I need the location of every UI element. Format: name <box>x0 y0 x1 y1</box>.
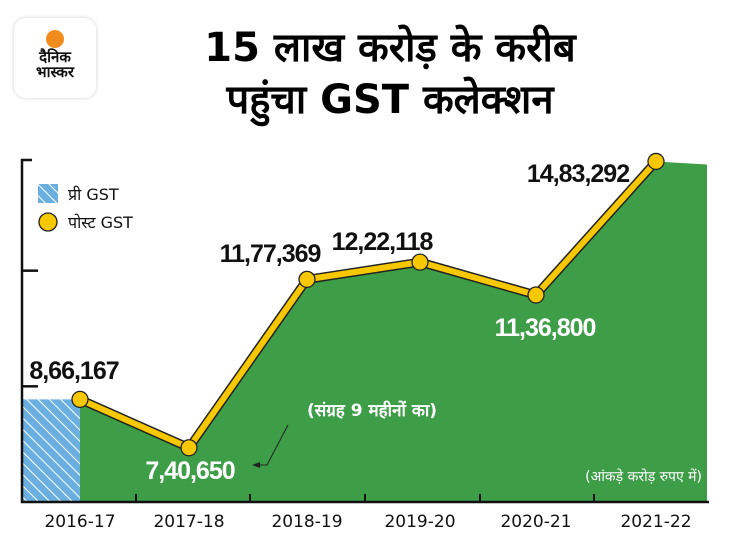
x-tick-label-2019-20: 2019-20 <box>384 512 455 532</box>
series-line-post-gst <box>78 159 659 451</box>
annotation-arrowhead <box>252 462 260 468</box>
logo-line2: भास्कर <box>36 63 74 81</box>
data-label-2020-21: 11,36,800 <box>495 314 596 342</box>
point-2018-19 <box>298 270 316 289</box>
data-label-2021-22: 14,83,292 <box>527 160 629 188</box>
point-2017-18 <box>180 439 198 457</box>
data-label-2018-19: 11,77,369 <box>220 240 321 268</box>
legend-label-pre-gst: प्री GST <box>68 185 119 204</box>
point-2019-20 <box>411 253 429 271</box>
area-post-gst <box>80 161 707 502</box>
dainik-bhaskar-logo: दैनिक भास्कर <box>14 18 96 98</box>
point-2020-21 <box>527 286 545 304</box>
point-2021-22 <box>647 152 665 171</box>
logo-sun-icon <box>46 30 64 48</box>
data-label-2019-20: 12,22,118 <box>332 228 434 256</box>
title-line1: 15 लाख करोड़ के करीब <box>204 25 576 71</box>
logo-line1: दैनिक <box>39 48 71 66</box>
x-tick-label-2021-22: 2021-22 <box>620 512 691 532</box>
annotation-9-months: (संग्रह 9 महीनों का) <box>307 400 437 421</box>
legend-label-post-gst: पोस्ट GST <box>68 213 133 232</box>
legend: प्री GST पोस्ट GST <box>38 184 133 232</box>
annotation-arrow <box>258 424 289 466</box>
title-line2: पहुंचा GST कलेक्शन <box>226 77 554 123</box>
chart-title: 15 लाख करोड़ के करीब पहुंचा GST कलेक्शन <box>110 22 670 126</box>
x-tick-label-2016-17: 2016-17 <box>44 512 115 532</box>
x-tick-label-2017-18: 2017-18 <box>153 512 224 532</box>
x-tick-label-2018-19: 2018-19 <box>271 512 342 532</box>
data-label-2017-18: 7,40,650 <box>145 457 234 485</box>
x-tick-label-2020-21: 2020-21 <box>500 512 571 532</box>
legend-swatch-pre-gst <box>38 184 58 203</box>
bar-pre-gst-2016-17 <box>22 399 80 502</box>
data-label-2016-17: 8,66,167 <box>29 357 118 385</box>
point-2016-17 <box>71 390 89 409</box>
legend-marker-post-gst <box>38 212 58 232</box>
unit-note: (आंकड़े करोड़ रुपए में) <box>585 468 702 485</box>
